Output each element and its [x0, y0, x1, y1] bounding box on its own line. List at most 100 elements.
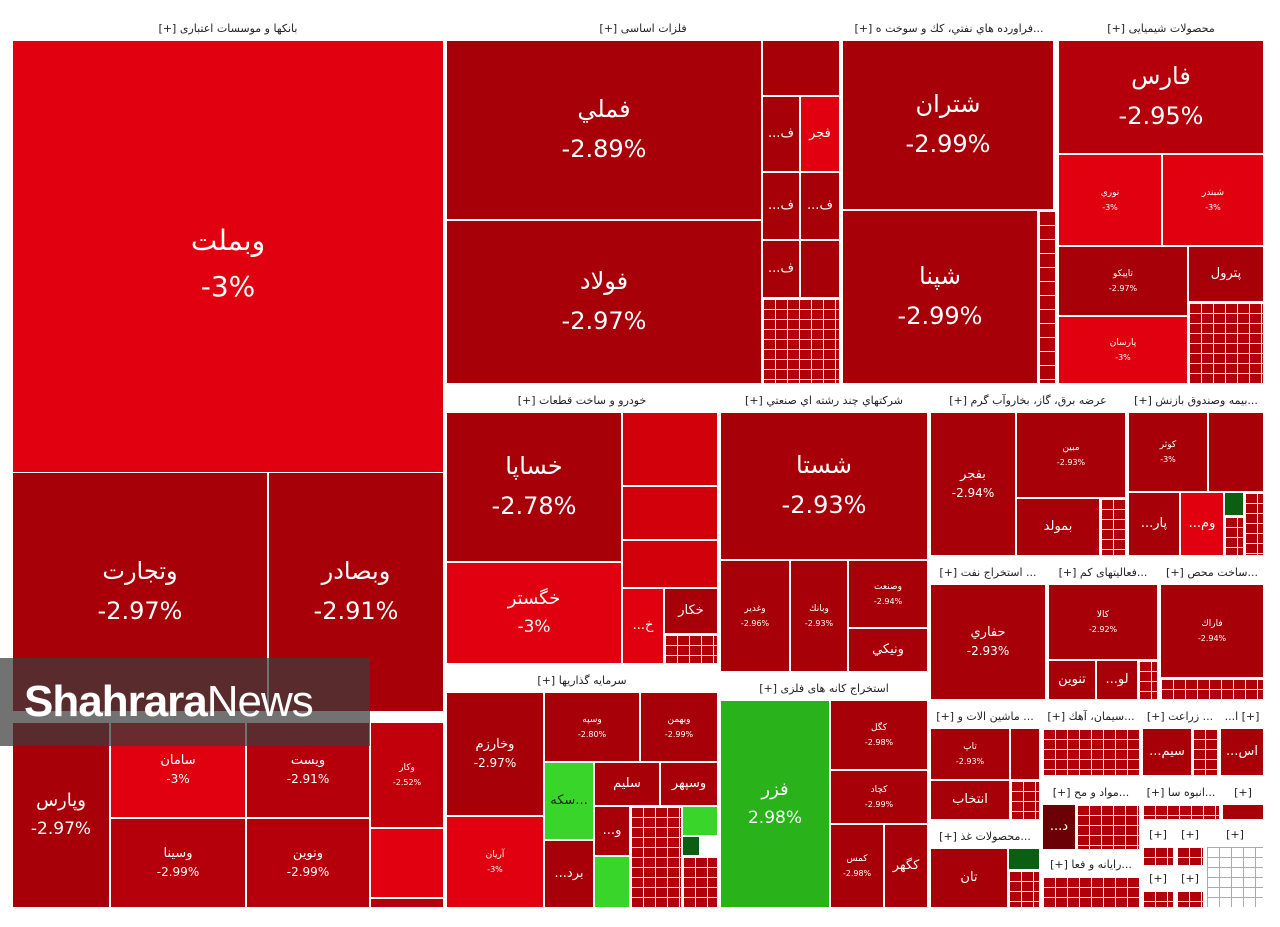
sector-header-activ[interactable]: ...فعالیتهای کم [+]	[1058, 566, 1148, 579]
sector-cement[interactable]: ...سیمان، آهك [+]	[1042, 704, 1140, 776]
tile-f1[interactable]: ...ف	[762, 96, 800, 172]
tile-shasta[interactable]: شستا -2.93%	[720, 412, 928, 560]
tile-salim[interactable]: سليم	[594, 762, 660, 806]
tile-matl-grid[interactable]	[1076, 804, 1140, 850]
sector-header-matl[interactable]: ...مواد و مح [+]	[1052, 786, 1130, 799]
tile-agri-grid[interactable]	[1192, 728, 1218, 776]
tile-vbmellat[interactable]: وبملت -3%	[12, 40, 444, 488]
tile-invest-grid-2[interactable]	[682, 856, 718, 908]
sector-investments[interactable]: سرمایه گذاریها [+] وخارزم -2.97% آريان -3%…	[446, 668, 718, 908]
sector-misc-2[interactable]: [+]	[1222, 780, 1264, 820]
tile-misc3-grid[interactable]	[1142, 846, 1174, 866]
sector-header-oilext[interactable]: ... استخراج نفت [+]	[939, 566, 1037, 579]
sector-header-mining[interactable]: استخراج کانه های فلزی [+]	[759, 682, 889, 695]
tile-vsanat[interactable]: وصنعت -2.94%	[848, 560, 928, 628]
tile-fmeli[interactable]: فملي -2.89%	[446, 40, 762, 220]
tile-vniki[interactable]: ونيكي	[848, 628, 928, 672]
tile-farak[interactable]: فاراك -2.94%	[1160, 584, 1264, 678]
tile-mass-grid[interactable]	[1142, 804, 1220, 820]
tile-food-green[interactable]	[1008, 848, 1040, 870]
tile-invest-dark[interactable]	[682, 836, 700, 856]
tile-fazar[interactable]: فزر 2.98%	[720, 700, 830, 908]
tile-metals-a[interactable]	[762, 40, 840, 96]
tile-food-grid[interactable]	[1008, 870, 1040, 908]
sector-header-mass[interactable]: ...انبوه سا [+]	[1146, 786, 1216, 799]
tile-vo[interactable]: ...و	[594, 806, 630, 856]
tile-hafari[interactable]: حفاري -2.93%	[930, 584, 1046, 700]
tile-bmolad[interactable]: بمولد	[1016, 498, 1100, 556]
tile-khsapa[interactable]: خساپا -2.78%	[446, 412, 622, 562]
sector-insurance[interactable]: ...بیمه وصندوق بازنش [+] كوثر -3% ...پار …	[1128, 388, 1264, 556]
sector-machinery[interactable]: ... ماشین الات و [+] تاپ -2.93% انتخاب	[930, 704, 1040, 820]
tile-misc6-grid[interactable]	[1142, 890, 1174, 908]
tile-mach-a[interactable]	[1010, 728, 1040, 780]
sector-header-misc4[interactable]: [+]	[1181, 828, 1199, 841]
tile-power-grid[interactable]	[1100, 498, 1126, 556]
tile-sim[interactable]: ...سيم	[1142, 728, 1192, 776]
tile-invest-green-2[interactable]	[682, 806, 718, 836]
tile-f3[interactable]: ...ف	[762, 172, 800, 240]
tile-fajr[interactable]: فجر	[800, 96, 840, 172]
tile-metals-b[interactable]	[800, 240, 840, 298]
sector-food[interactable]: ...محصولات غذ [+] تان	[930, 824, 1040, 908]
sector-activities[interactable]: ...فعالیتهای کم [+] كالا -2.92% تنوين ...…	[1048, 560, 1158, 700]
tile-vnovin[interactable]: ونوين -2.99%	[246, 818, 370, 908]
sector-misc-7[interactable]: [+]	[1176, 866, 1204, 908]
sector-header-oil[interactable]: ...فراورده هاي نفتي، كك و سوخت ه [+]	[854, 22, 1044, 35]
tile-as[interactable]: ...اس	[1220, 728, 1264, 776]
sector-build-products[interactable]: ...ساخت محص [+] فاراك -2.94%	[1160, 560, 1264, 700]
sector-header-auto[interactable]: خودرو و ساخت قطعات [+]	[517, 394, 647, 407]
tile-parsan[interactable]: پارسان -3%	[1058, 316, 1188, 384]
tile-invest-green[interactable]	[594, 856, 630, 908]
sector-power[interactable]: عرضه برق، گاز، بخاروآب گرم [+] بفجر -2.94…	[930, 388, 1126, 556]
sector-header-misc7[interactable]: [+]	[1181, 872, 1199, 885]
sector-header-multi[interactable]: شرکتهاي چند رشته اي صنعتي [+]	[745, 394, 903, 407]
tile-insur-grid-2[interactable]	[1224, 516, 1244, 556]
tile-mobin[interactable]: مبين -2.93%	[1016, 412, 1126, 498]
tile-misc2-a[interactable]	[1222, 804, 1264, 820]
tile-fars[interactable]: فارس -2.95%	[1058, 40, 1264, 154]
tile-insur-grid[interactable]	[1244, 492, 1264, 556]
tile-mach-grid[interactable]	[1010, 780, 1040, 820]
sector-chemicals[interactable]: محصولات شیمیایی [+] فارس -2.95% نوري -3% ش…	[1058, 16, 1264, 384]
tile-auto-c[interactable]	[622, 540, 718, 588]
tile-par[interactable]: ...پار	[1128, 492, 1180, 556]
tile-kgol[interactable]: كگل -2.98%	[830, 700, 928, 770]
sector-header-invest[interactable]: سرمایه گذاریها [+]	[537, 674, 627, 687]
tile-banks-tiny[interactable]	[370, 898, 444, 908]
tile-auto-a[interactable]	[622, 412, 718, 486]
tile-f2[interactable]: ...ف	[800, 172, 840, 240]
sector-mining[interactable]: استخراج کانه های فلزی [+] فزر 2.98% كگل -2…	[720, 676, 928, 908]
tile-tan[interactable]: تان	[930, 848, 1008, 908]
tile-invest-grid[interactable]	[630, 806, 682, 908]
tile-auto-grid[interactable]	[664, 634, 718, 664]
sector-misc-3[interactable]: [+]	[1142, 822, 1174, 866]
sector-oil-extraction[interactable]: ... استخراج نفت [+] حفاري -2.93%	[930, 560, 1046, 700]
sector-misc-5[interactable]: [+]	[1206, 822, 1264, 846]
sector-agriculture[interactable]: ... زراعت [+] ...سيم	[1142, 704, 1218, 776]
sector-header-chem[interactable]: محصولات شیمیایی [+]	[1107, 22, 1215, 35]
tile-tnovin[interactable]: تنوين	[1048, 660, 1096, 700]
sector-materials[interactable]: ...مواد و مح [+] ...د	[1042, 780, 1140, 850]
tile-vpars[interactable]: وپارس -2.97%	[12, 722, 110, 908]
tile-kmes[interactable]: كمس -2.98%	[830, 824, 884, 908]
tile-misc-empty-grid[interactable]	[1206, 846, 1264, 908]
tile-chem-grid[interactable]	[1188, 302, 1264, 384]
sector-header-metals[interactable]: فلزات اساسی [+]	[599, 22, 687, 35]
sector-header-cement[interactable]: ...سیمان، آهك [+]	[1047, 710, 1135, 723]
tile-shetran[interactable]: شتران -2.99%	[842, 40, 1054, 210]
tile-sekke[interactable]: سكه...	[544, 762, 594, 840]
sector-header-food[interactable]: ...محصولات غذ [+]	[939, 830, 1031, 843]
sector-header-misc3[interactable]: [+]	[1149, 828, 1167, 841]
tile-tap[interactable]: تاپ -2.93%	[930, 728, 1010, 780]
tile-vghadir[interactable]: وغدير -2.96%	[720, 560, 790, 672]
tile-activ-grid[interactable]	[1138, 660, 1158, 700]
tile-comp-grid[interactable]	[1042, 876, 1140, 908]
sector-computer[interactable]: ...رایانه و فعا [+]	[1042, 852, 1140, 908]
sector-misc-4[interactable]: [+]	[1176, 822, 1204, 866]
tile-vkharazm[interactable]: وخارزم -2.97%	[446, 692, 544, 816]
sector-misc-6[interactable]: [+]	[1142, 866, 1174, 908]
sector-header-power[interactable]: عرضه برق، گاز، بخاروآب گرم [+]	[949, 394, 1107, 407]
sector-header-comp[interactable]: ...رایانه و فعا [+]	[1050, 858, 1132, 871]
tile-insur-a[interactable]	[1208, 412, 1264, 492]
